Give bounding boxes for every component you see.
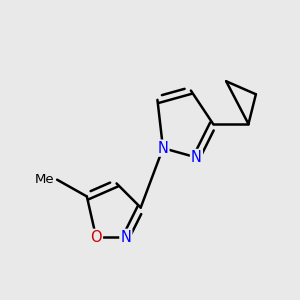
Text: Me: Me [34, 173, 54, 186]
Text: N: N [120, 230, 131, 245]
Text: O: O [90, 230, 102, 245]
Text: N: N [191, 150, 202, 165]
Text: N: N [158, 141, 168, 156]
